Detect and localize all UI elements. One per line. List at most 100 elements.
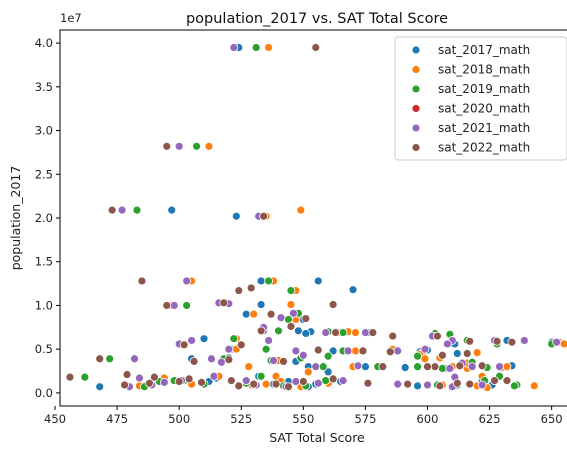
y-tick-label: 1.5	[35, 255, 53, 269]
data-point	[130, 354, 139, 364]
x-tick-label: 650	[541, 412, 563, 426]
data-point	[271, 379, 281, 389]
data-point	[95, 354, 105, 364]
data-point	[226, 376, 236, 386]
y-tick-label: 2.5	[35, 167, 53, 181]
data-point	[266, 309, 276, 319]
data-point	[209, 371, 219, 381]
data-point	[437, 363, 447, 373]
data-point	[529, 381, 539, 391]
data-point	[144, 378, 154, 388]
legend-label: sat_2017_math	[438, 43, 530, 57]
data-point	[490, 376, 499, 386]
data-point	[388, 331, 398, 341]
x-tick-label: 600	[417, 412, 439, 426]
data-point	[351, 346, 360, 356]
data-point	[80, 372, 90, 382]
data-point	[435, 381, 445, 391]
data-point	[311, 43, 321, 52]
data-point	[442, 339, 452, 349]
y-tick-label: 1.0	[35, 298, 53, 312]
data-point	[477, 380, 487, 390]
data-point	[403, 379, 413, 389]
data-point	[229, 43, 239, 52]
data-point	[251, 43, 261, 52]
legend-label: sat_2018_math	[438, 63, 530, 77]
data-point	[234, 381, 244, 391]
data-point	[236, 340, 246, 350]
data-point	[224, 355, 234, 365]
data-point	[420, 344, 430, 354]
data-point	[192, 141, 201, 151]
data-point	[311, 362, 321, 372]
data-point	[249, 379, 259, 389]
data-point	[495, 362, 504, 372]
data-point	[413, 381, 422, 391]
data-point	[291, 377, 301, 386]
data-point	[217, 357, 226, 367]
data-point	[107, 205, 117, 215]
data-point	[256, 276, 266, 286]
data-point	[286, 300, 296, 309]
data-point	[169, 301, 179, 310]
data-point	[351, 328, 360, 337]
data-point	[286, 286, 296, 295]
data-point	[385, 347, 395, 357]
data-point	[135, 373, 144, 383]
data-point	[413, 362, 422, 372]
data-point	[338, 376, 348, 386]
data-point	[510, 381, 519, 391]
data-point	[279, 357, 288, 366]
data-point	[199, 334, 209, 344]
legend: sat_2017_math sat_2018_math sat_2019_maths…	[394, 36, 567, 161]
data-point	[241, 309, 251, 319]
data-point	[519, 336, 529, 345]
legend-marker	[411, 143, 421, 152]
data-point	[423, 362, 432, 372]
data-point	[343, 346, 353, 356]
data-point	[182, 276, 192, 286]
data-point	[433, 331, 442, 341]
data-point	[274, 326, 283, 336]
data-point	[197, 377, 206, 387]
data-point	[241, 376, 251, 386]
x-tick-label: 625	[479, 412, 501, 426]
data-point	[368, 328, 378, 337]
data-point	[256, 326, 266, 336]
data-point	[137, 276, 147, 286]
y-axis: 0.0 0.5 1.0 1.5 2.0 2.5 3.0 3.5 4.0	[35, 36, 60, 400]
legend-marker	[411, 104, 421, 113]
data-point	[462, 349, 472, 358]
data-point	[219, 298, 229, 308]
data-point	[413, 351, 422, 361]
data-point	[179, 340, 189, 350]
data-point	[231, 211, 241, 221]
data-point	[269, 356, 278, 365]
data-point	[105, 354, 115, 364]
x-tick-label: 500	[168, 412, 190, 426]
x-axis: 450 475 500 525 550 575 600 625 650	[44, 406, 563, 426]
y-tick-label: 4.0	[35, 36, 53, 50]
data-point	[117, 205, 127, 215]
plot-area	[65, 43, 567, 393]
data-point	[328, 374, 338, 384]
data-point	[162, 301, 172, 310]
data-point	[204, 141, 214, 151]
data-point	[291, 346, 301, 356]
data-point	[393, 346, 403, 356]
data-point	[423, 380, 432, 390]
x-tick-label: 525	[230, 412, 252, 426]
data-point	[420, 354, 430, 364]
x-tick-label: 575	[354, 412, 376, 426]
data-point	[445, 363, 455, 373]
data-point	[174, 141, 184, 151]
data-point	[492, 336, 502, 346]
x-tick-label: 550	[292, 412, 314, 426]
data-point	[246, 283, 256, 293]
data-point	[358, 346, 368, 356]
legend-box	[394, 36, 567, 161]
y-tick-label: 3.5	[35, 80, 53, 94]
data-point	[437, 350, 447, 360]
data-point	[261, 344, 271, 354]
